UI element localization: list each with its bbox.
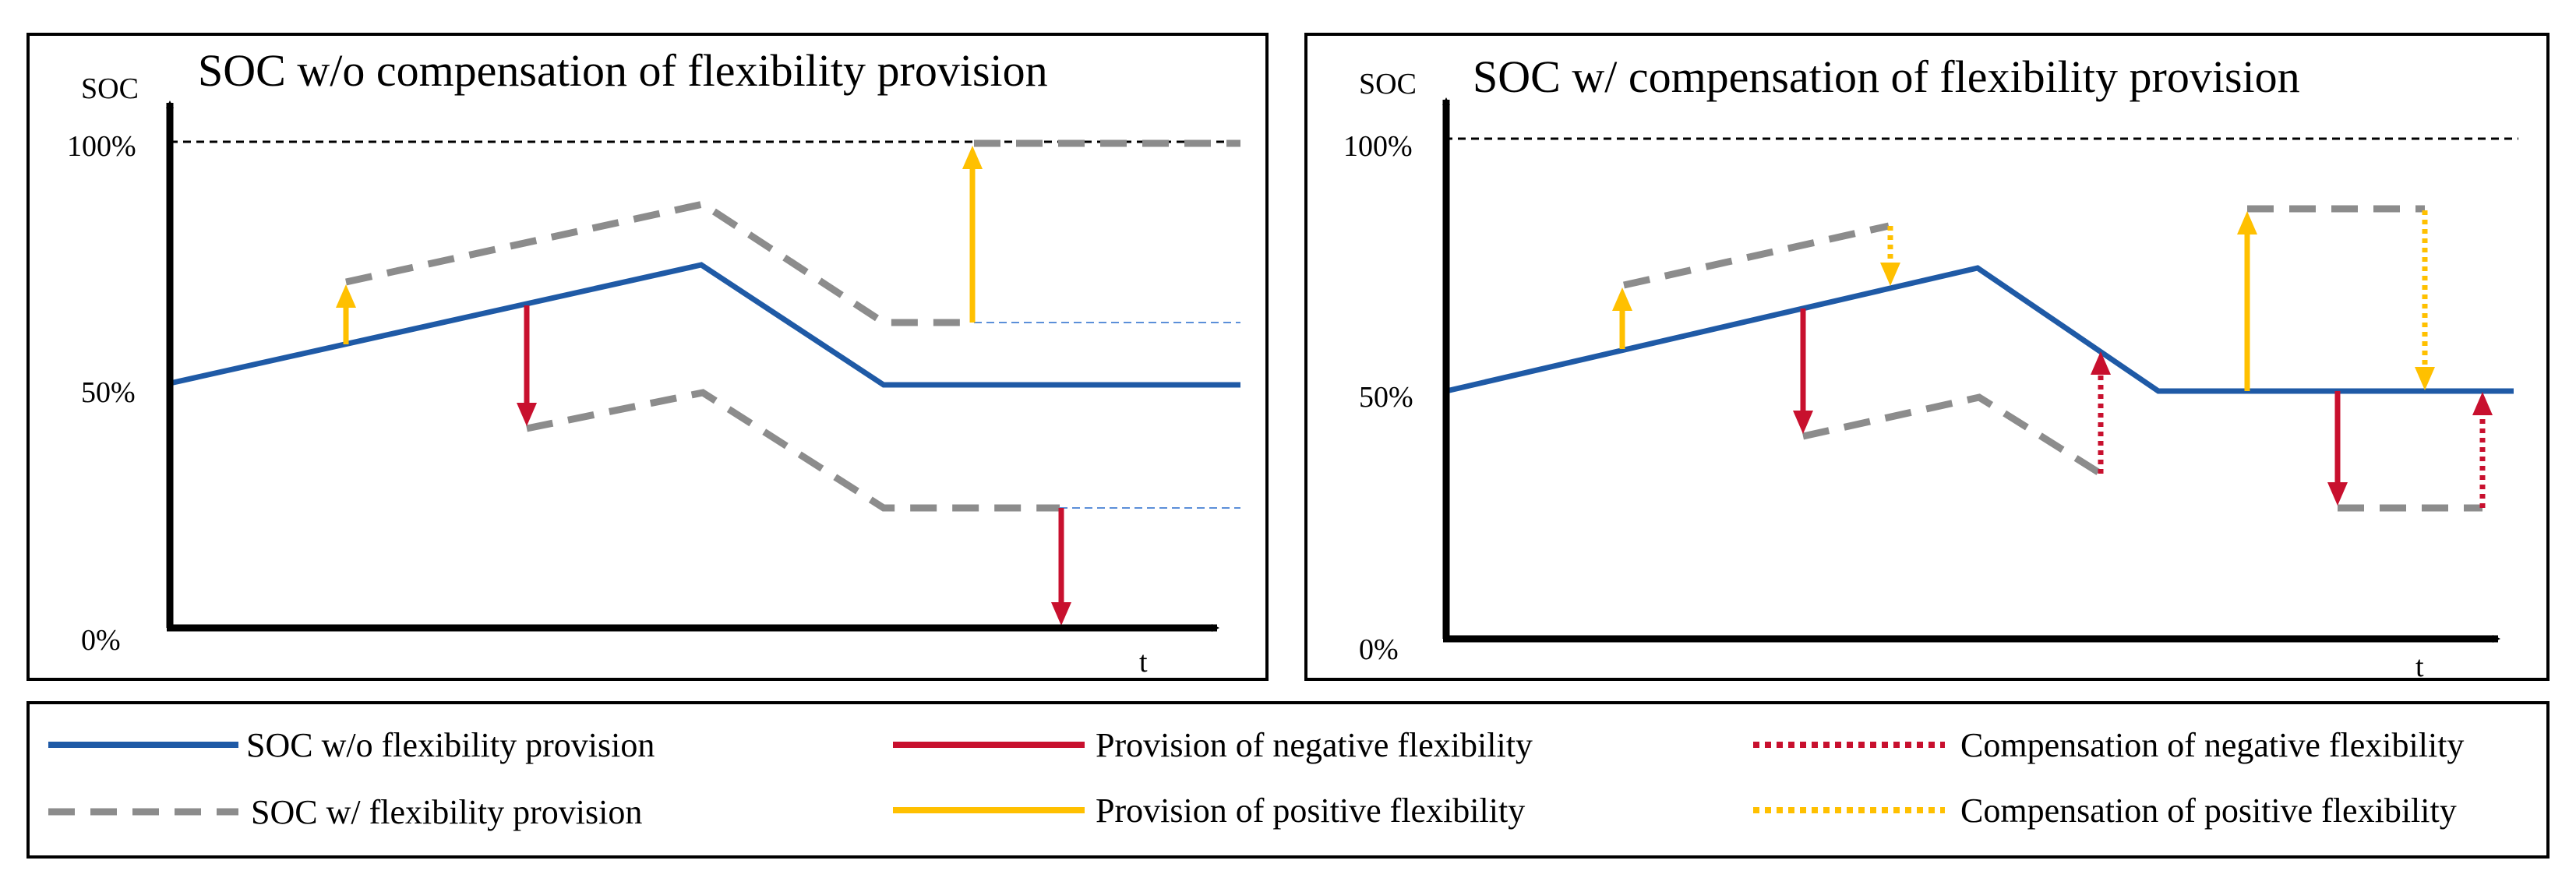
- legend-label-soc-w: SOC w/ flexibility provision: [251, 793, 642, 831]
- panel-right-tick-100: 100%: [1343, 130, 1413, 163]
- panel-left-soc-w-flex-lower: [526, 389, 1060, 512]
- panel-left-soc-wo-flex: [169, 262, 1240, 388]
- legend-item-soc-wo: SOC w/o flexibility provision: [48, 726, 655, 764]
- panel-right-x-axis-label: t: [2415, 651, 2424, 683]
- panel-right-soc-w-flex-upper: [1623, 222, 1890, 289]
- panel-left-tick-100: 100%: [67, 130, 136, 163]
- legend-item-prov-pos: Provision of positive flexibility: [893, 792, 1525, 830]
- legend-item-prov-neg: Provision of negative flexibility: [893, 726, 1533, 764]
- panel-left-x-axis-label: t: [1139, 646, 1148, 679]
- legend-label-soc-wo: SOC w/o flexibility provision: [246, 726, 655, 764]
- panel-left-tick-0: 0%: [81, 624, 121, 657]
- legend-frame: [26, 701, 2550, 859]
- panel-left-soc-w-flex-upper: [345, 200, 974, 326]
- legend-item-comp-neg: Compensation of negative flexibility: [1753, 726, 2464, 764]
- panel-right-tick-50: 50%: [1359, 381, 1413, 414]
- panel-left-title: SOC w/o compensation of flexibility prov…: [198, 45, 1048, 96]
- panel-left: SOC w/o compensation of flexibility prov…: [26, 33, 1269, 681]
- legend-item-comp-pos: Compensation of positive flexibility: [1753, 792, 2457, 830]
- legend: SOC w/o flexibility provision SOC w/ fle…: [26, 701, 2550, 859]
- legend-label-prov-pos: Provision of positive flexibility: [1096, 792, 1525, 830]
- panel-right-tick-0: 0%: [1359, 633, 1399, 666]
- legend-item-soc-w: SOC w/ flexibility provision: [48, 793, 642, 831]
- panel-left-frame: [26, 33, 1269, 681]
- legend-label-prov-neg: Provision of negative flexibility: [1096, 726, 1533, 764]
- panel-right-soc-w-flex-lower: [1802, 393, 2103, 477]
- panel-right-soc-wo-flex: [1445, 265, 2514, 394]
- panel-right-title: SOC w/ compensation of flexibility provi…: [1473, 51, 2300, 102]
- legend-label-comp-pos: Compensation of positive flexibility: [1960, 792, 2457, 830]
- legend-label-comp-neg: Compensation of negative flexibility: [1960, 726, 2464, 764]
- panel-left-y-axis-label: SOC: [81, 72, 139, 105]
- panel-right: SOC w/ compensation of flexibility provi…: [1304, 33, 2550, 683]
- panel-right-frame: [1304, 33, 2550, 681]
- panel-right-y-axis-label: SOC: [1359, 68, 1417, 100]
- panel-left-tick-50: 50%: [81, 376, 136, 409]
